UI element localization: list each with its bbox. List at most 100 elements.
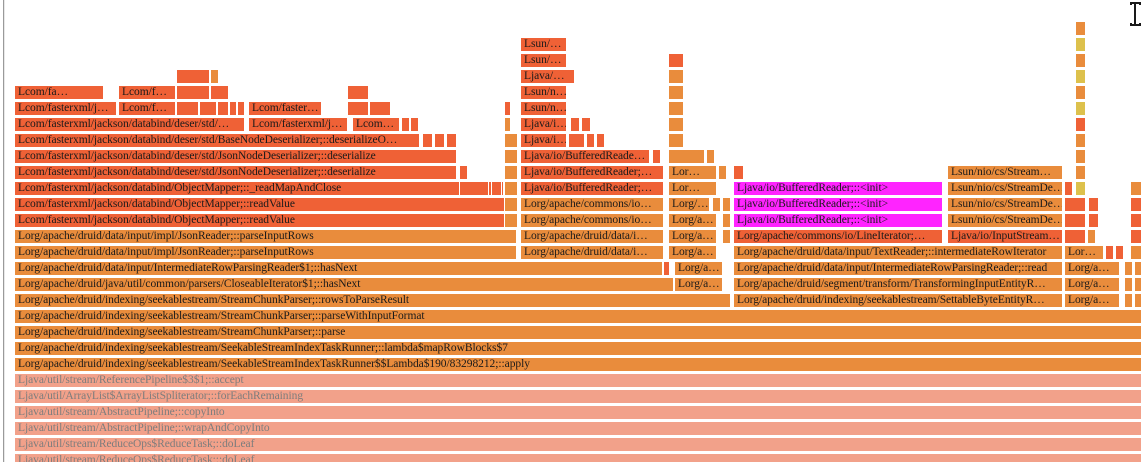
- flame-frame[interactable]: [668, 149, 705, 164]
- flame-frame[interactable]: Ljava/io/BufferedReader;::<init>: [733, 181, 943, 196]
- flame-frame[interactable]: [199, 101, 217, 116]
- flame-frame[interactable]: [401, 117, 410, 132]
- flame-frame[interactable]: Lcom/fasterxml/jackson/databind/deser/st…: [14, 133, 420, 148]
- flame-frame[interactable]: Lsun/nio/cs/StreamDe…: [947, 197, 1063, 212]
- flame-frame[interactable]: [491, 181, 502, 196]
- flame-frame[interactable]: [706, 149, 715, 164]
- flame-frame[interactable]: Ljava/i…: [520, 117, 567, 132]
- flame-frame[interactable]: Lcom/fasterxml/jackson/databind/ObjectMa…: [14, 181, 504, 196]
- flame-frame[interactable]: [570, 117, 580, 132]
- flame-frame[interactable]: [1075, 21, 1086, 36]
- flame-frame[interactable]: Lorg/apache/druid/indexing/seekablestrea…: [14, 341, 1142, 356]
- flame-frame[interactable]: [718, 165, 727, 180]
- flame-frame[interactable]: Lor…: [668, 181, 717, 196]
- flame-frame[interactable]: Ljava/io/InputStream…: [947, 229, 1063, 244]
- flame-frame[interactable]: Ljava/io/BufferedReader;…: [520, 165, 664, 180]
- flame-frame[interactable]: [668, 101, 684, 116]
- flame-frame[interactable]: [504, 181, 518, 196]
- flame-frame[interactable]: [568, 133, 585, 148]
- flame-frame[interactable]: [369, 101, 391, 116]
- flame-frame[interactable]: [663, 261, 670, 276]
- flame-frame[interactable]: [237, 101, 245, 116]
- flame-frame[interactable]: [1075, 181, 1086, 196]
- flame-frame[interactable]: [581, 117, 591, 132]
- flame-frame[interactable]: Lsun/nio/cs/StreamDe…: [947, 181, 1063, 196]
- flame-frame[interactable]: Lorg/apache/druid/data/input/TextReader;…: [733, 245, 1063, 260]
- flame-frame[interactable]: Ljava/util/stream/ReferencePipeline$3$1;…: [14, 373, 1142, 388]
- flame-frame[interactable]: Lcom/fasterxml/jackson/databind/deser/st…: [14, 117, 245, 132]
- flame-frame[interactable]: Lorg/apache/druid/data/input/impl/JsonRe…: [14, 229, 517, 244]
- flame-frame[interactable]: Lorg/apache/druid/data/input/Intermediat…: [733, 261, 1063, 276]
- flame-frame[interactable]: Lcom/fasterxml/jackson/databind/ObjectMa…: [14, 213, 517, 228]
- flame-frame[interactable]: [1064, 229, 1086, 244]
- flame-frame[interactable]: Lorg/apache/druid/indexing/seekablestrea…: [14, 357, 1142, 372]
- flame-frame[interactable]: Lsun/n…: [520, 85, 567, 100]
- flame-frame[interactable]: Lsun/nio/cs/Stream…: [947, 165, 1063, 180]
- flame-frame[interactable]: [1075, 101, 1086, 116]
- flame-frame[interactable]: [1130, 245, 1142, 260]
- flame-frame[interactable]: [176, 69, 210, 84]
- flame-frame[interactable]: Lorg/a…: [674, 261, 723, 276]
- flame-frame[interactable]: [504, 133, 518, 148]
- flame-frame[interactable]: Lorg/apache/druid/data/input/impl/JsonRe…: [14, 245, 517, 260]
- flame-frame[interactable]: [229, 101, 237, 116]
- flame-frame[interactable]: Lcom/fasterxml/j…: [248, 117, 348, 132]
- flame-frame[interactable]: Lcom/fasterxml/jackson/databind/deser/st…: [14, 149, 457, 164]
- flame-frame[interactable]: [1064, 197, 1086, 212]
- flame-frame[interactable]: [210, 85, 229, 100]
- flame-frame[interactable]: Lorg/apache/commons/io…: [520, 197, 664, 212]
- flame-frame[interactable]: [1088, 213, 1099, 228]
- flame-frame[interactable]: Lorg/apache/druid/indexing/seekablestrea…: [14, 325, 1142, 340]
- flame-frame[interactable]: [504, 165, 518, 180]
- flame-frame[interactable]: Ljava/util/stream/ReduceOps$ReduceTask;:…: [14, 453, 1142, 462]
- flame-frame[interactable]: [176, 85, 210, 100]
- flame-frame[interactable]: [1075, 53, 1086, 68]
- flame-frame[interactable]: [1134, 277, 1142, 292]
- flame-frame[interactable]: [504, 213, 518, 228]
- flame-frame[interactable]: [652, 149, 661, 164]
- flame-frame[interactable]: [668, 53, 684, 68]
- flame-frame[interactable]: [712, 197, 721, 212]
- flame-frame[interactable]: [459, 181, 489, 196]
- flame-frame[interactable]: [347, 85, 369, 100]
- flame-frame[interactable]: [1130, 197, 1142, 212]
- flame-frame[interactable]: Ljava/…: [520, 69, 575, 84]
- flame-frame[interactable]: [504, 101, 511, 116]
- flame-frame[interactable]: [668, 69, 684, 84]
- flame-frame[interactable]: [504, 149, 518, 164]
- flame-frame[interactable]: Lcom/fasterxml/jackson/databind/deser/st…: [14, 165, 457, 180]
- flame-frame[interactable]: [504, 117, 511, 132]
- flame-frame[interactable]: Lsun/nio/cs/StreamDe…: [947, 213, 1063, 228]
- flame-frame[interactable]: [1075, 69, 1086, 84]
- flame-frame[interactable]: [668, 85, 684, 100]
- flame-frame[interactable]: Ljava/util/stream/AbstractPipeline;::cop…: [14, 405, 1142, 420]
- flame-frame[interactable]: [1075, 133, 1086, 148]
- flame-frame[interactable]: Ljava/util/stream/ReduceOps$ReduceTask;:…: [14, 437, 1142, 452]
- flame-frame[interactable]: Ljava/util/stream/AbstractPipeline;::wra…: [14, 421, 1142, 436]
- flame-frame[interactable]: Lorg/a…: [668, 245, 717, 260]
- flame-frame[interactable]: Lor…: [1064, 245, 1104, 260]
- flame-frame[interactable]: [668, 117, 684, 132]
- flame-frame[interactable]: [410, 117, 419, 132]
- flame-frame[interactable]: [1134, 293, 1142, 308]
- flame-frame[interactable]: Lorg/a…: [674, 277, 723, 292]
- flame-frame[interactable]: Lsun/…: [520, 53, 567, 68]
- flame-frame[interactable]: Lorg/apache/druid/indexing/seekablestrea…: [733, 293, 1063, 308]
- flame-frame[interactable]: [1087, 229, 1096, 244]
- flame-frame[interactable]: [446, 133, 457, 148]
- flame-frame[interactable]: [1075, 37, 1086, 52]
- flame-frame[interactable]: Lorg/a…: [1064, 261, 1120, 276]
- flame-frame[interactable]: [1075, 117, 1086, 132]
- flame-frame[interactable]: Lcom/faster…: [248, 101, 322, 116]
- flame-frame[interactable]: [722, 213, 731, 228]
- flame-frame[interactable]: Lcom/f…: [118, 85, 176, 100]
- flame-frame[interactable]: [217, 101, 229, 116]
- flame-frame[interactable]: [422, 133, 433, 148]
- flame-frame[interactable]: Lcom/f…: [118, 101, 176, 116]
- flame-frame[interactable]: Lsun/n…: [520, 101, 567, 116]
- flame-frame[interactable]: Lorg/…: [668, 197, 710, 212]
- flame-frame[interactable]: [596, 133, 605, 148]
- flame-frame[interactable]: [1088, 197, 1099, 212]
- flame-frame[interactable]: [210, 69, 219, 84]
